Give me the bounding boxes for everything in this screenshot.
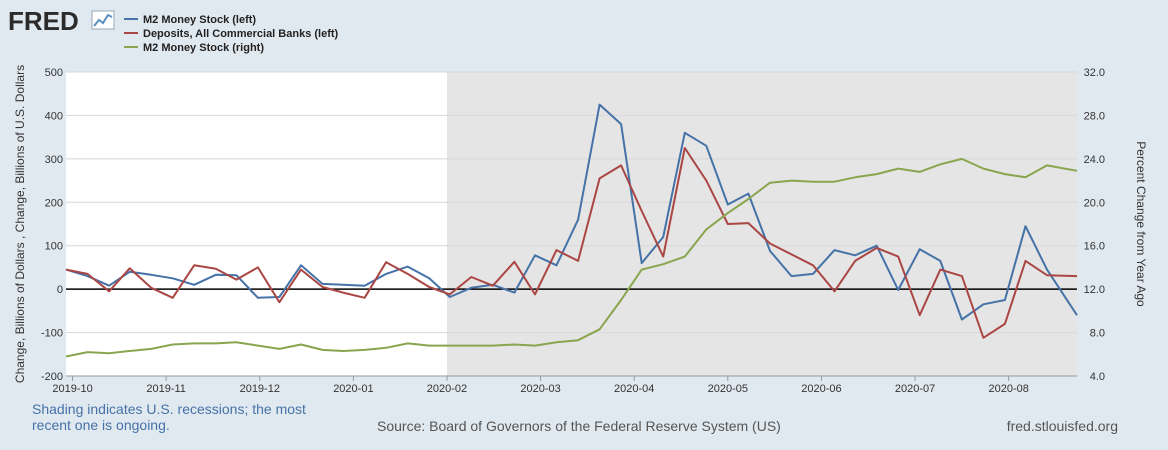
left-tick-label: 500 <box>45 67 63 79</box>
left-axis: -200 -100 0 100 200 300 400 500 <box>41 67 63 383</box>
left-tick-label: -200 <box>41 371 63 383</box>
left-tick-label: 300 <box>45 154 63 166</box>
right-axis: 4.0 8.0 12.0 16.0 20.0 24.0 28.0 32.0 <box>1084 67 1105 383</box>
left-tick-label: 0 <box>57 284 63 296</box>
series-line-2 <box>65 157 1078 358</box>
source-note: Source: Board of Governors of the Federa… <box>377 418 781 434</box>
right-tick-label: 28.0 <box>1084 110 1105 122</box>
right-tick-label: 12.0 <box>1084 284 1105 296</box>
x-tick-label: 2019-12 <box>240 383 280 395</box>
right-tick-label: 16.0 <box>1084 241 1105 253</box>
legend-item-m2-left[interactable]: M2 Money Stock (left) <box>124 14 256 26</box>
site-link[interactable]: fred.stlouisfed.org <box>1006 418 1118 434</box>
x-tick-label: 2019-11 <box>146 383 186 395</box>
x-tick-label: 2020-07 <box>895 383 935 395</box>
recession-shading <box>446 72 1078 376</box>
left-tick-label: 200 <box>45 197 63 209</box>
right-tick-label: 24.0 <box>1084 154 1105 166</box>
x-tick-label: 2020-05 <box>708 383 748 395</box>
x-tick-label: 2019-10 <box>52 383 92 395</box>
left-axis-title: Change, Billions of Dollars , Change, Bi… <box>13 65 27 383</box>
x-tick-label: 2020-08 <box>988 383 1028 395</box>
legend: M2 Money Stock (left) Deposits, All Comm… <box>124 14 339 54</box>
x-axis: 2019-10 2019-11 2019-12 2020-01 2020-02 2020-… <box>52 375 1077 395</box>
x-tick-label: 2020-01 <box>333 383 373 395</box>
fred-logo[interactable]: FRED <box>8 6 115 36</box>
x-tick-label: 2020-03 <box>520 383 560 395</box>
series-layer <box>65 103 1078 358</box>
x-tick-label: 2020-06 <box>801 383 841 395</box>
legend-label-deposits-left: Deposits, All Commercial Banks (left) <box>143 28 339 40</box>
right-axis-title: Percent Change from Year Ago <box>1134 141 1148 307</box>
right-tick-label: 20.0 <box>1084 197 1105 209</box>
x-tick-label: 2020-04 <box>614 383 654 395</box>
legend-label-m2-right: M2 Money Stock (right) <box>143 42 264 54</box>
legend-item-deposits-left[interactable]: Deposits, All Commercial Banks (left) <box>124 28 339 40</box>
legend-label-m2-left: M2 Money Stock (left) <box>143 14 256 26</box>
series-line-1 <box>65 147 1078 339</box>
fred-logo-text: FRED <box>8 6 79 36</box>
series-line-0 <box>65 103 1078 321</box>
left-tick-label: 100 <box>45 241 63 253</box>
left-tick-label: 400 <box>45 110 63 122</box>
right-tick-label: 4.0 <box>1090 371 1105 383</box>
right-tick-label: 32.0 <box>1084 67 1105 79</box>
fred-logo-chart-icon <box>91 10 115 30</box>
x-tick-label: 2020-02 <box>427 383 467 395</box>
right-tick-label: 8.0 <box>1090 328 1105 340</box>
left-tick-label: -100 <box>41 328 63 340</box>
recession-note: Shading indicates U.S. recessions; the m… <box>32 401 306 433</box>
legend-item-m2-right[interactable]: M2 Money Stock (right) <box>124 42 264 54</box>
